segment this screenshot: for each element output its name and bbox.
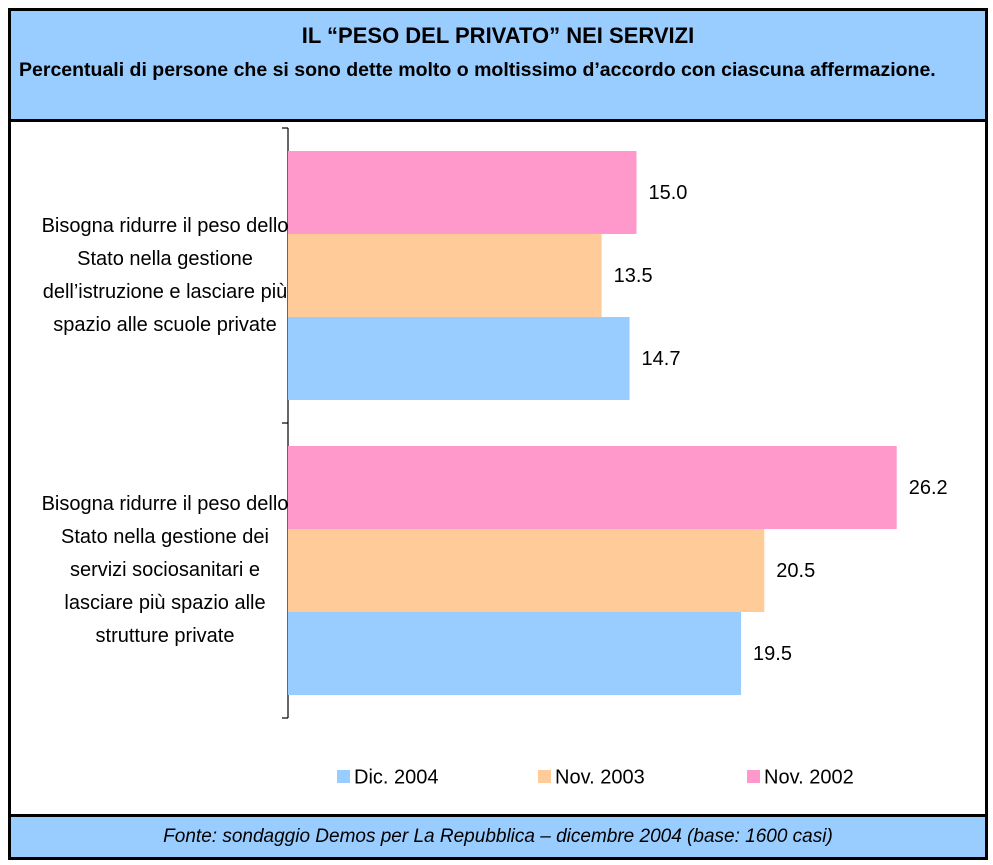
bar <box>288 234 602 317</box>
bar <box>288 529 765 612</box>
category-label: Bisogna ridurre il peso dello Stato nell… <box>41 493 289 647</box>
value-label: 13.5 <box>614 265 653 287</box>
category-label: Bisogna ridurre il peso dello Stato nell… <box>41 214 289 336</box>
bar <box>288 151 637 234</box>
value-label: 14.7 <box>642 348 681 370</box>
bar <box>288 317 630 400</box>
value-label: 15.0 <box>649 182 688 204</box>
category-label-box: Bisogna ridurre il peso dello Stato nell… <box>41 214 289 336</box>
value-label: 26.2 <box>909 477 948 499</box>
legend-label: Nov. 2002 <box>764 766 854 788</box>
source-note: Fonte: sondaggio Demos per La Repubblica… <box>11 814 985 857</box>
legend-swatch <box>538 770 551 783</box>
legend-swatch <box>747 770 760 783</box>
legend-label: Dic. 2004 <box>354 766 439 788</box>
legend-label: Nov. 2003 <box>555 766 645 788</box>
bar <box>288 446 897 529</box>
chart-frame: IL “PESO DEL PRIVATO” NEI SERVIZI Percen… <box>8 8 988 860</box>
header: IL “PESO DEL PRIVATO” NEI SERVIZI Percen… <box>11 11 985 122</box>
legend-swatch <box>337 770 350 783</box>
bar <box>288 612 742 695</box>
value-label: 19.5 <box>753 643 792 665</box>
chart-title: IL “PESO DEL PRIVATO” NEI SERVIZI <box>301 23 695 48</box>
category-label-box: Bisogna ridurre il peso dello Stato nell… <box>41 493 289 647</box>
value-label: 20.5 <box>776 560 815 582</box>
chart-subtitle: Percentuali di persone che si sono dette… <box>19 59 936 81</box>
